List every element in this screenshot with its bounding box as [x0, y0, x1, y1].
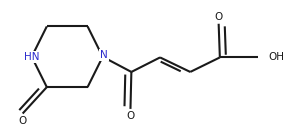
- Text: O: O: [126, 111, 135, 121]
- Text: N: N: [100, 50, 108, 60]
- Text: OH: OH: [269, 52, 285, 62]
- Text: O: O: [18, 116, 27, 126]
- Text: HN: HN: [24, 52, 40, 62]
- Text: O: O: [214, 11, 223, 22]
